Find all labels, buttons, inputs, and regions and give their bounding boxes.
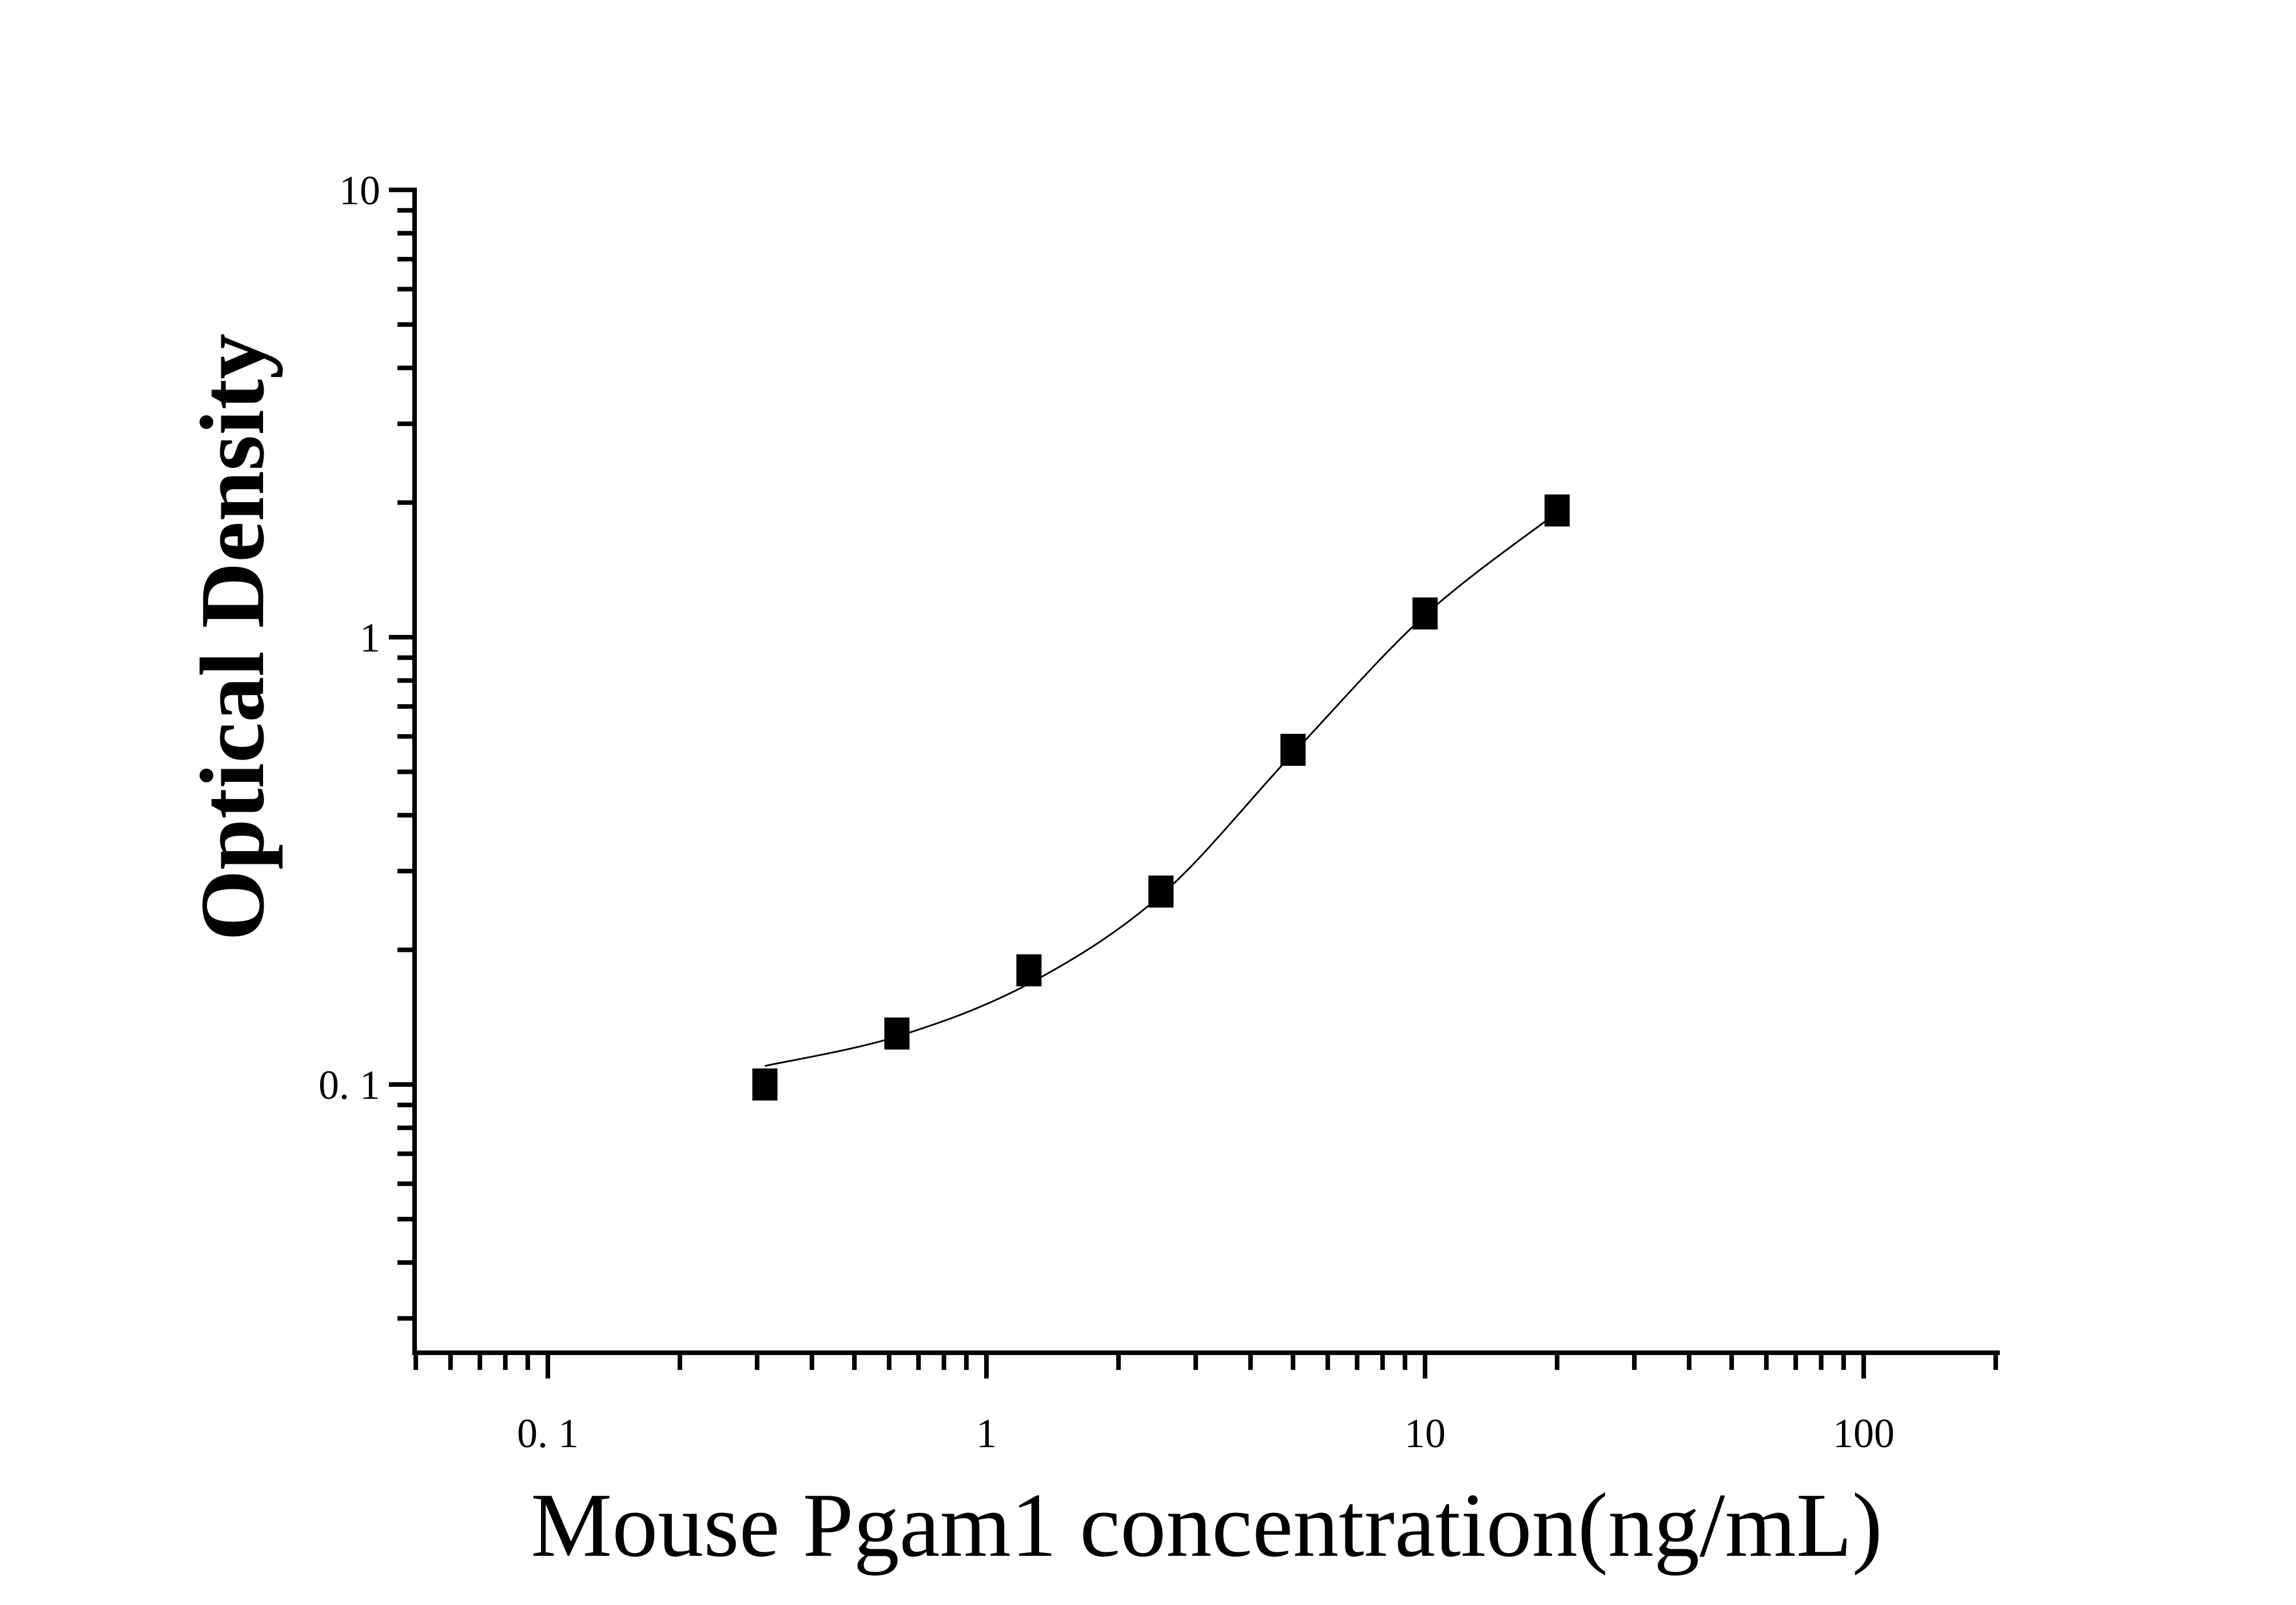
x-tick-label: 0. 1 xyxy=(517,1411,579,1456)
data-point xyxy=(884,1017,910,1050)
x-tick-label: 1 xyxy=(976,1411,997,1456)
y-axis-label: Optical Density xyxy=(181,333,283,941)
fit-curve-line xyxy=(765,511,1558,1067)
y-tick-label: 10 xyxy=(339,168,380,213)
data-point xyxy=(1544,494,1570,527)
x-tick-label: 10 xyxy=(1404,1411,1446,1456)
axes: 0. 1 1 10 0. 1 1 10 100 xyxy=(319,168,2000,1456)
x-tick-label: 100 xyxy=(1833,1411,1895,1456)
data-point xyxy=(752,1068,778,1101)
data-point xyxy=(1412,597,1438,630)
data-point xyxy=(1148,875,1174,908)
data-point xyxy=(1280,733,1306,766)
y-tick-label: 1 xyxy=(360,615,380,661)
y-tick-label: 0. 1 xyxy=(319,1062,380,1108)
data-points-layer xyxy=(752,494,1570,1101)
x-axis-label: Mouse Pgam1 concentration(ng/mL) xyxy=(531,1474,1883,1576)
data-point xyxy=(1016,954,1042,987)
fit-curve-layer xyxy=(765,511,1558,1067)
